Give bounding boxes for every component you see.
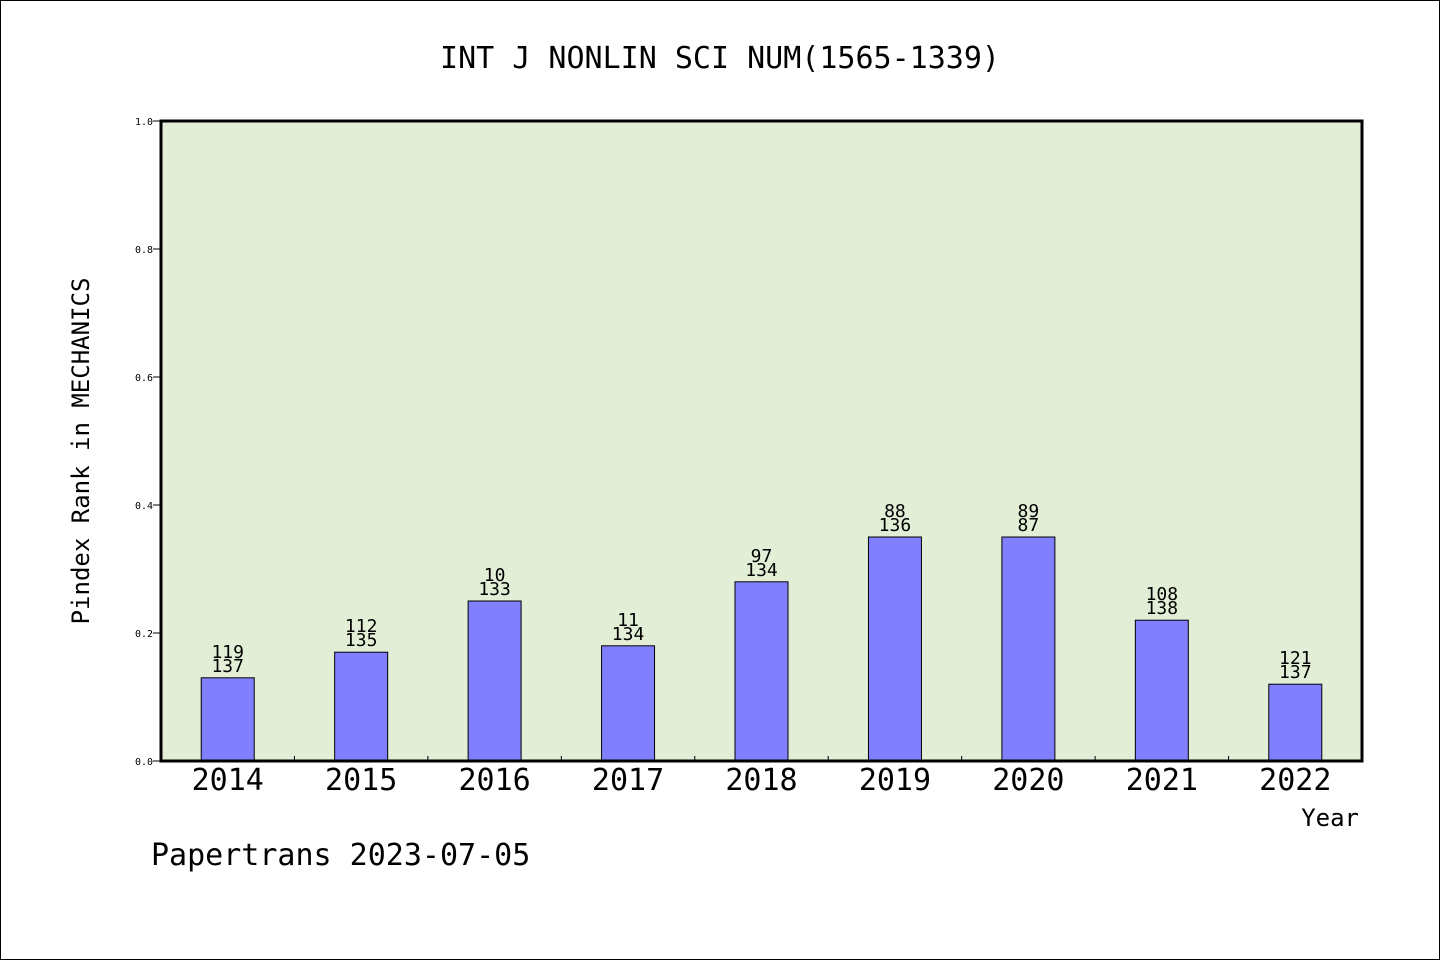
data-label-top: 97 bbox=[751, 546, 773, 567]
data-label-bottom: 133 bbox=[478, 579, 511, 600]
bar-2015 bbox=[334, 651, 389, 762]
data-label-bottom: 138 bbox=[1146, 598, 1179, 619]
x-tick-label: 2019 bbox=[859, 763, 931, 798]
data-label-bottom: 134 bbox=[612, 624, 645, 645]
data-label-top: 89 bbox=[1018, 501, 1040, 522]
y-tick-label: 0.2 bbox=[135, 629, 153, 640]
x-tick-label: 2022 bbox=[1259, 763, 1331, 798]
bar-2021 bbox=[1134, 619, 1189, 762]
data-label-bottom: 87 bbox=[1018, 515, 1040, 536]
data-label-top: 108 bbox=[1146, 584, 1179, 605]
x-tick-label: 2014 bbox=[192, 763, 264, 798]
y-axis-label: Pindex Rank in MECHANICS bbox=[67, 278, 95, 625]
y-tick-label: 1.0 bbox=[135, 117, 153, 128]
x-axis-label: Year bbox=[1301, 804, 1359, 832]
bar-2020 bbox=[1001, 536, 1056, 762]
data-label-top: 10 bbox=[484, 565, 506, 586]
bar-2017 bbox=[601, 645, 656, 762]
data-labels: 1191371121351013311134971348813689871081… bbox=[211, 501, 1311, 683]
y-axis: 0.0 0.2 0.4 0.6 0.8 1.0 bbox=[135, 117, 161, 768]
data-label-bottom: 137 bbox=[211, 656, 244, 677]
y-tick-label: 0.0 bbox=[135, 757, 153, 768]
data-label-top: 121 bbox=[1279, 648, 1312, 669]
x-tick-label: 2017 bbox=[592, 763, 664, 798]
x-axis: 2014 2015 2016 2017 2018 2019 2020 2021 2022 bbox=[192, 756, 1331, 798]
x-tick-label: 2018 bbox=[725, 763, 797, 798]
data-label-bottom: 134 bbox=[745, 560, 778, 581]
data-label-bottom: 136 bbox=[879, 515, 912, 536]
y-tick-label: 0.6 bbox=[135, 373, 153, 384]
data-label-top: 88 bbox=[884, 501, 906, 522]
footer-text: Papertrans 2023-07-05 bbox=[151, 838, 530, 873]
data-label-bottom: 137 bbox=[1279, 662, 1312, 683]
x-tick-label: 2016 bbox=[458, 763, 530, 798]
bar-series bbox=[200, 536, 1323, 762]
bar-2018 bbox=[734, 581, 789, 762]
bar-2019 bbox=[867, 536, 922, 762]
data-label-bottom: 135 bbox=[345, 630, 378, 651]
bar-2014 bbox=[200, 677, 255, 762]
y-tick-label: 0.8 bbox=[135, 245, 153, 256]
chart-title: INT J NONLIN SCI NUM(1565-1339) bbox=[440, 41, 1000, 76]
x-tick-label: 2021 bbox=[1126, 763, 1198, 798]
x-tick-label: 2015 bbox=[325, 763, 397, 798]
y-tick-label: 0.4 bbox=[135, 501, 153, 512]
data-label-top: 11 bbox=[617, 610, 639, 631]
data-label-top: 112 bbox=[345, 616, 378, 637]
plot-border bbox=[159, 119, 1364, 763]
data-label-top: 119 bbox=[211, 642, 244, 663]
bar-2016 bbox=[467, 600, 522, 762]
bar-2022 bbox=[1268, 683, 1323, 762]
x-tick-label: 2020 bbox=[992, 763, 1064, 798]
